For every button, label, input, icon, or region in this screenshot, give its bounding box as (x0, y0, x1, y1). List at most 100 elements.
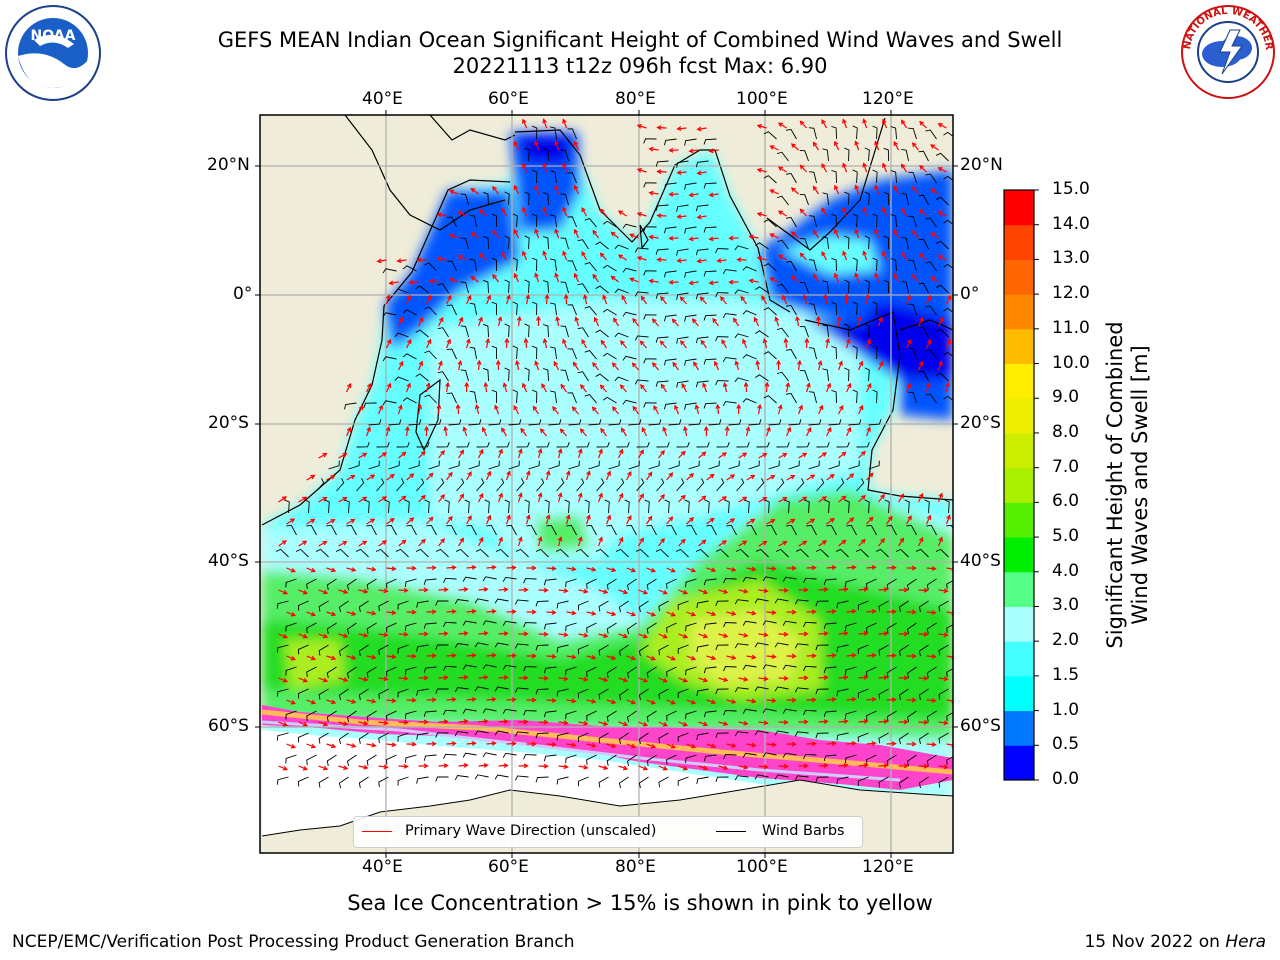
wave-arrow-head (443, 763, 449, 769)
wave-arrow-head (378, 404, 384, 410)
wave-direction-arrow (693, 362, 700, 371)
wave-direction-arrow (917, 361, 923, 371)
wind-barb (491, 389, 498, 404)
wave-direction-arrow (470, 232, 479, 239)
wave-direction-arrow (697, 259, 707, 263)
wave-arrow-head (483, 631, 489, 636)
wave-direction-arrow (545, 471, 550, 481)
wave-direction-arrow (806, 518, 815, 525)
wind-barb (828, 419, 842, 426)
wave-arrow-head (911, 741, 917, 747)
wind-barb (886, 666, 897, 678)
wave-arrow-head (923, 631, 929, 637)
wave-arrow-head (851, 564, 857, 570)
wave-direction-arrow (278, 721, 288, 727)
wind-barb (664, 499, 670, 514)
wave-direction-arrow (695, 405, 700, 415)
wind-barb (397, 776, 409, 786)
wave-direction-arrow (717, 259, 727, 262)
wind-barb (446, 348, 457, 360)
wave-direction-arrow (566, 655, 576, 658)
wind-barb (776, 195, 789, 206)
wave-direction-arrow (838, 539, 846, 547)
wave-direction-arrow (878, 494, 885, 503)
wave-arrow-head (650, 743, 657, 749)
wave-arrow-head (777, 210, 783, 216)
lat-tick-left: 20°S (208, 413, 249, 433)
wave-direction-arrow (598, 677, 608, 682)
wave-arrow-head (668, 516, 674, 522)
wave-arrow-head (803, 631, 809, 637)
wind-barb (404, 710, 417, 719)
wave-direction-arrow (800, 252, 807, 261)
lat-tick-right: 60°S (960, 716, 1001, 736)
wind-barb (943, 307, 953, 313)
wave-direction-arrow (863, 207, 868, 217)
wind-barb (626, 666, 637, 679)
wave-arrow-head (732, 317, 738, 323)
wave-arrow-head (629, 233, 635, 239)
wave-arrow-head (703, 425, 709, 431)
wave-arrow-head (411, 609, 417, 615)
wind-barb (508, 460, 520, 470)
wave-arrow-head (753, 316, 759, 322)
wind-barb (602, 308, 617, 316)
wave-arrow-head (871, 741, 877, 746)
wind-barb (335, 548, 349, 558)
wave-arrow-head (322, 765, 329, 771)
wind-barb (504, 235, 510, 250)
wave-direction-arrow (866, 610, 876, 613)
wave-arrow-head (656, 169, 662, 175)
wave-direction-arrow (558, 721, 568, 724)
wind-barb (404, 499, 410, 514)
wind-barb (514, 599, 529, 605)
wind-barb (618, 732, 629, 745)
wave-arrow-head (930, 188, 936, 193)
wave-direction-arrow (318, 541, 327, 547)
wave-direction-arrow (818, 588, 828, 591)
wave-arrow-head (770, 519, 776, 524)
wave-direction-arrow (817, 361, 822, 371)
wave-arrow-head (642, 677, 649, 683)
wave-arrow-head (572, 361, 578, 367)
wind-barb (275, 548, 289, 558)
wave-arrow-head (620, 427, 626, 433)
colorbar-segment (1004, 606, 1034, 642)
wave-direction-arrow (498, 764, 508, 767)
wind-barb (338, 600, 349, 613)
wind-barb (808, 215, 817, 228)
wind-barb (831, 389, 837, 404)
wind-barb (703, 226, 717, 233)
wave-direction-arrow (318, 721, 328, 726)
wave-direction-arrow (592, 274, 600, 283)
wind-barb (782, 752, 797, 758)
wave-arrow-head (911, 565, 917, 571)
wave-arrow-head (459, 493, 465, 499)
wind-barb (436, 441, 450, 448)
wind-barb (622, 267, 637, 273)
wind-barb (655, 248, 669, 255)
wind-barb (685, 578, 697, 588)
wind-barb (577, 776, 589, 787)
wave-direction-arrow (858, 632, 868, 635)
wave-direction-arrow (937, 493, 943, 503)
wave-arrow-head (736, 257, 742, 263)
lon-tick-top: 100°E (736, 89, 788, 109)
wind-barb (926, 710, 937, 722)
colorbar (1003, 189, 1039, 781)
wave-arrow-head (923, 763, 929, 769)
wind-barb (836, 644, 849, 653)
wave-arrow-head (371, 654, 377, 660)
wave-arrow-head (640, 295, 646, 301)
wave-arrow-head (680, 494, 686, 500)
wind-barb (586, 666, 597, 677)
wave-direction-arrow (566, 743, 576, 746)
wave-arrow-head (282, 589, 288, 595)
wave-direction-arrow (505, 338, 508, 349)
wave-arrow-head (639, 493, 644, 499)
wave-arrow-head (863, 587, 869, 592)
wave-direction-arrow (778, 453, 787, 459)
wave-direction-arrow (706, 474, 715, 481)
wave-direction-arrow (485, 515, 491, 525)
wind-barb (768, 460, 780, 470)
